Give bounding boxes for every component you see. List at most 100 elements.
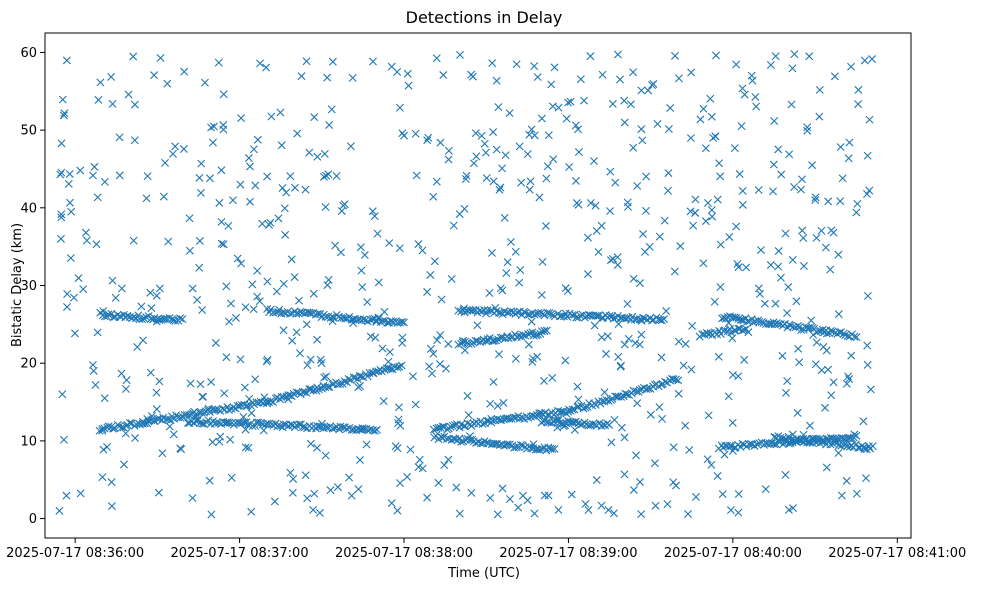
data-point — [635, 386, 644, 394]
data-point — [742, 263, 751, 272]
data-point — [297, 72, 306, 81]
data-point — [460, 304, 469, 313]
data-point — [378, 316, 387, 325]
data-point — [489, 377, 498, 386]
data-point — [122, 376, 131, 385]
data-point — [333, 483, 342, 492]
data-point — [728, 371, 737, 380]
data-point — [313, 152, 322, 161]
data-point — [515, 278, 524, 287]
data-point — [336, 248, 345, 257]
data-point — [565, 309, 574, 318]
data-point — [444, 146, 453, 155]
data-point — [349, 373, 358, 382]
data-point — [495, 185, 504, 194]
data-point — [641, 206, 650, 215]
data-point — [674, 337, 683, 346]
data-point — [219, 121, 228, 130]
data-point — [150, 71, 159, 80]
data-point — [217, 239, 226, 248]
data-point — [623, 299, 632, 308]
data-point — [393, 506, 402, 515]
data-point — [129, 52, 138, 61]
data-point — [217, 166, 226, 175]
data-point — [505, 494, 514, 503]
data-point — [222, 418, 231, 427]
data-point — [613, 50, 622, 59]
data-point — [176, 314, 185, 323]
data-point — [824, 197, 833, 206]
data-point — [747, 71, 756, 80]
data-point — [301, 471, 310, 480]
data-point — [720, 450, 729, 459]
data-point — [471, 336, 480, 345]
data-point — [851, 440, 860, 449]
data-point — [207, 510, 216, 519]
data-point — [788, 430, 797, 439]
data-point — [99, 307, 108, 316]
data-point — [571, 121, 580, 130]
data-point — [480, 139, 489, 148]
data-point — [636, 279, 645, 288]
data-point — [540, 376, 548, 385]
data-point — [215, 198, 224, 207]
data-point — [784, 283, 793, 292]
data-point — [188, 284, 197, 293]
data-point — [688, 321, 697, 330]
data-point — [477, 131, 486, 140]
data-point — [279, 326, 288, 335]
data-point — [592, 226, 601, 235]
data-point — [732, 222, 741, 231]
data-point — [641, 247, 650, 256]
data-point — [770, 440, 779, 449]
data-point — [550, 444, 559, 453]
data-point — [691, 208, 700, 217]
data-point — [527, 317, 536, 326]
y-tick-label: 30 — [20, 279, 37, 294]
data-point — [822, 463, 831, 472]
data-point — [208, 138, 217, 147]
data-point — [239, 412, 248, 421]
data-point — [200, 78, 209, 87]
data-point — [799, 430, 808, 439]
data-point — [254, 418, 263, 427]
data-point — [513, 308, 522, 317]
data-point — [761, 485, 770, 494]
data-point — [629, 68, 638, 77]
data-point — [635, 340, 644, 349]
data-point — [165, 422, 174, 431]
data-point — [664, 169, 673, 178]
data-point — [282, 188, 291, 197]
data-point — [815, 85, 824, 94]
data-point — [549, 155, 558, 164]
data-point — [707, 206, 716, 214]
data-point — [219, 90, 228, 99]
data-point — [689, 221, 698, 230]
data-point — [93, 193, 102, 202]
data-point — [854, 100, 863, 109]
data-point — [574, 395, 583, 404]
data-point — [607, 438, 616, 447]
data-point — [528, 354, 537, 363]
data-point — [344, 374, 353, 383]
data-point — [797, 185, 805, 194]
data-point — [602, 349, 611, 358]
data-point — [728, 418, 737, 427]
data-point — [415, 455, 424, 464]
data-point — [146, 288, 155, 297]
data-point — [644, 86, 653, 95]
data-point — [624, 334, 633, 343]
data-point — [637, 316, 646, 325]
data-point — [793, 408, 802, 417]
data-point — [817, 437, 826, 446]
data-point — [389, 317, 397, 326]
data-point — [124, 90, 133, 99]
data-point — [568, 405, 577, 414]
data-point — [750, 441, 759, 450]
data-point — [572, 199, 581, 208]
data-point — [566, 97, 575, 106]
data-point — [306, 355, 315, 364]
data-point — [734, 324, 743, 333]
data-point — [769, 160, 778, 169]
data-point — [868, 55, 877, 64]
